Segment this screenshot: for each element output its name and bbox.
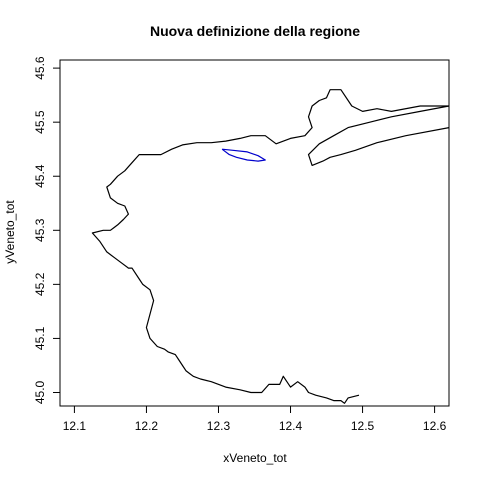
x-axis-label: xVeneto_tot (223, 451, 287, 465)
x-tick-label-4: 12.5 (351, 419, 375, 433)
plot-frame (59, 59, 450, 407)
y-tick-label-4: 45.4 (33, 164, 47, 188)
y-axis-label: yVeneto_tot (3, 200, 17, 264)
x-axis: 12.1 12.2 12.3 12.4 12.5 12.6 (63, 406, 447, 433)
chart-title: Nuova definizione della regione (150, 23, 360, 39)
x-tick-label-1: 12.2 (135, 419, 159, 433)
y-tick-label-3: 45.3 (33, 218, 47, 242)
x-tick-label-3: 12.4 (279, 419, 303, 433)
y-tick-label-6: 45.6 (33, 56, 47, 80)
series-line-2 (221, 148, 266, 162)
y-tick-label-0: 45.0 (33, 380, 47, 404)
series-layer (91, 89, 450, 404)
x-tick-label-0: 12.1 (63, 419, 87, 433)
y-tick-label-2: 45.2 (33, 272, 47, 296)
x-tick-label-5: 12.6 (423, 419, 447, 433)
series-line-0 (91, 89, 449, 404)
y-axis: 45.0 45.1 45.2 45.3 45.4 45.5 45.6 (33, 56, 60, 404)
y-tick-label-1: 45.1 (33, 326, 47, 350)
series-line-1 (307, 105, 450, 166)
x-tick-label-2: 12.3 (207, 419, 231, 433)
y-tick-label-5: 45.5 (33, 110, 47, 134)
